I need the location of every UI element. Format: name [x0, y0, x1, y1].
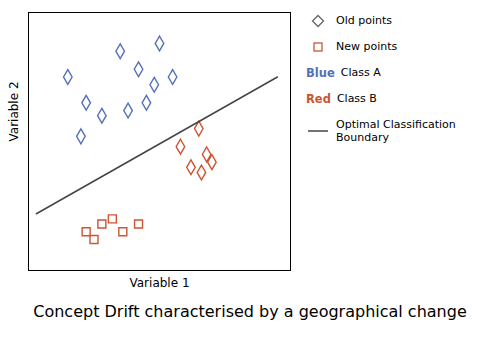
- svg-text:Variable 1: Variable 1: [129, 276, 189, 290]
- html-text:Class B: Class B: [336, 92, 377, 106]
- html-text:New points: New points: [336, 40, 398, 54]
- html-text:Class A: Class A: [340, 66, 381, 80]
- html-text:Red: Red: [306, 92, 331, 106]
- svg-text:Variable 2: Variable 2: [7, 81, 21, 141]
- html-text:Concept Drift characterised by: Concept Drift characterised by a geograp…: [33, 302, 467, 321]
- html-text:Optimal Classification Boundar: Optimal Classification Boundary: [336, 118, 456, 145]
- html-text:Blue: Blue: [306, 66, 335, 80]
- html-text:Old points: Old points: [336, 14, 392, 28]
